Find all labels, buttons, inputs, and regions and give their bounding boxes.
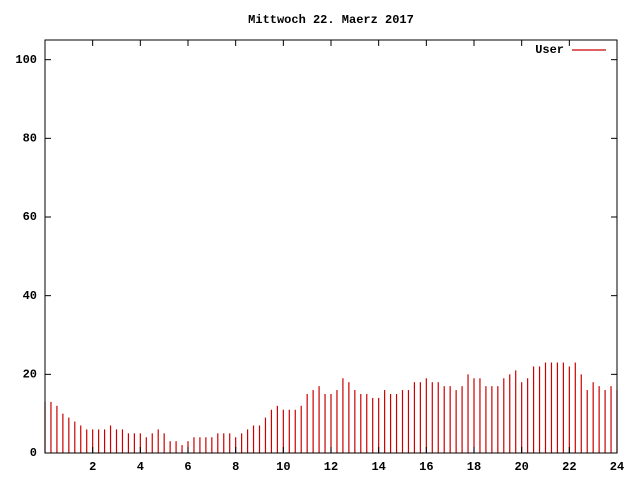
x-tick-label: 22 [562, 460, 576, 474]
x-tick-label: 10 [276, 460, 290, 474]
x-tick-label: 16 [419, 460, 433, 474]
x-tick-label: 4 [137, 460, 144, 474]
x-tick-label: 2 [89, 460, 96, 474]
y-tick-label: 60 [23, 210, 37, 224]
x-tick-label: 12 [324, 460, 338, 474]
x-tick-label: 6 [184, 460, 191, 474]
x-tick-label: 24 [610, 460, 624, 474]
x-tick-label: 18 [467, 460, 481, 474]
plot-frame [44, 39, 618, 454]
y-tick-label: 80 [23, 132, 37, 146]
x-tick-label: 20 [514, 460, 528, 474]
x-tick-label: 8 [232, 460, 239, 474]
y-tick-label: 40 [23, 289, 37, 303]
y-tick-label: 20 [23, 368, 37, 382]
legend-label: User [535, 43, 564, 57]
y-tick-label: 0 [30, 446, 37, 460]
chart-title: Mittwoch 22. Maerz 2017 [248, 13, 414, 27]
x-tick-label: 14 [371, 460, 385, 474]
y-tick-label: 100 [15, 53, 37, 67]
